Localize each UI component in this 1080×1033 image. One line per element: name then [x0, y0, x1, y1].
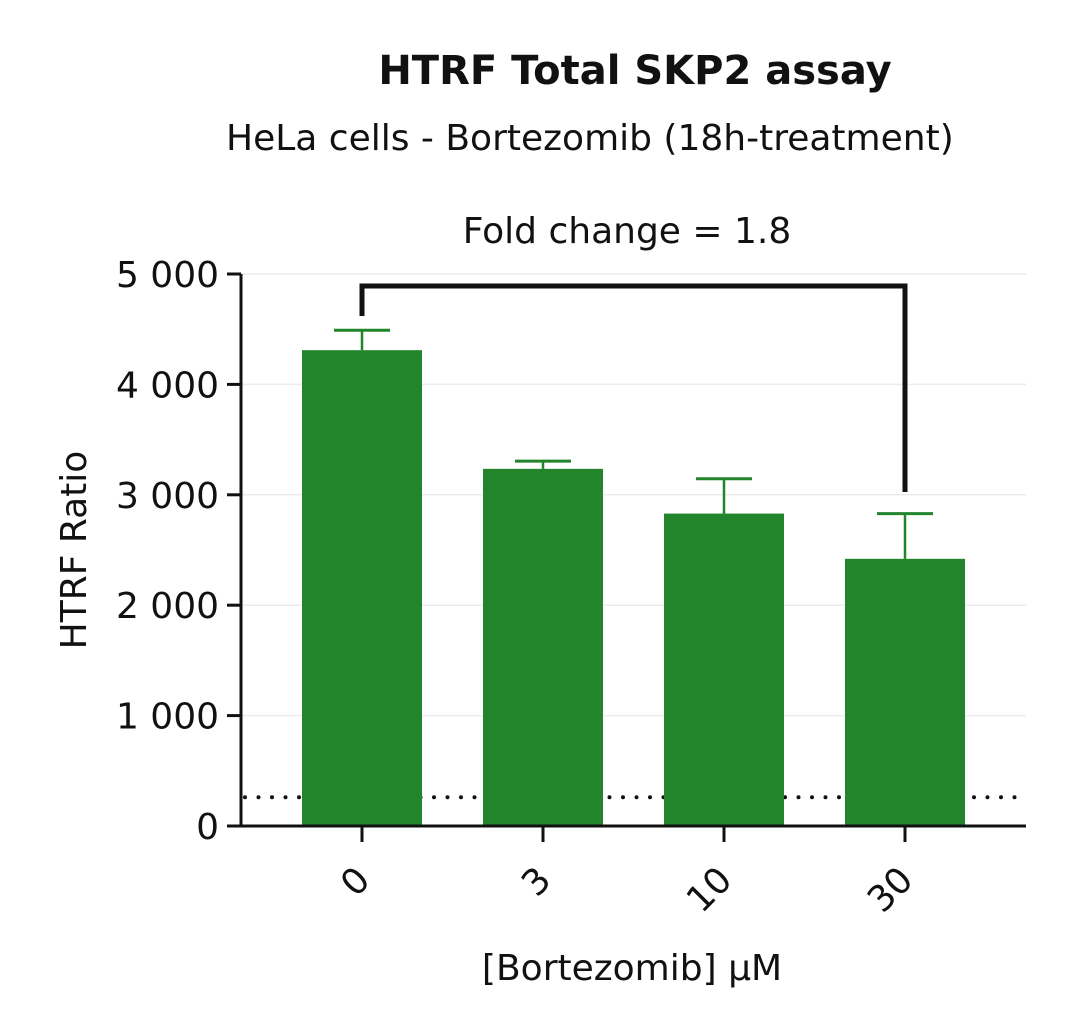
- y-tick-label: 5 000: [116, 255, 219, 296]
- y-tick-label: 1 000: [116, 697, 219, 738]
- chart-subtitle: HeLa cells - Bortezomib (18h-treatment): [226, 118, 954, 159]
- bar-30: [845, 558, 965, 826]
- y-axis-label: HTRF Ratio: [54, 451, 95, 650]
- y-tick-label: 2 000: [116, 586, 219, 627]
- bars: [302, 328, 965, 826]
- comparison-bracket: [359, 283, 908, 492]
- chart-title: HTRF Total SKP2 assay: [378, 48, 892, 94]
- fold-change-label: Fold change = 1.8: [463, 211, 792, 252]
- bar-0: [302, 350, 422, 826]
- y-tick-label: 4 000: [116, 365, 219, 406]
- y-tick-label: 0: [196, 807, 219, 848]
- bar-10: [664, 513, 784, 826]
- x-axis-label: [Bortezomib] µM: [482, 948, 782, 989]
- axes: 0 1 000 2 000 3 000 4 000 5 000 0 3 10 30: [116, 255, 1026, 921]
- fold-change-bracket: Fold change = 1.8: [359, 211, 908, 492]
- x-tick-label: 3: [514, 859, 559, 904]
- x-tick-label: 0: [333, 859, 378, 904]
- x-tick-label: 10: [679, 859, 740, 920]
- x-tick-label: 30: [860, 859, 921, 920]
- bar-3: [483, 468, 603, 826]
- y-tick-label: 3 000: [116, 476, 219, 517]
